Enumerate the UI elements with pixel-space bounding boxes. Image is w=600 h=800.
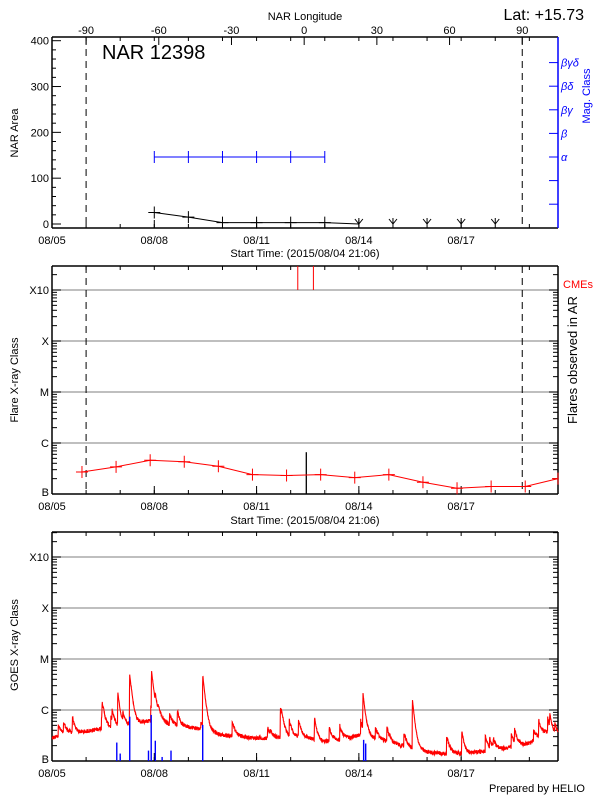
latitude-label: Lat: +15.73 (503, 7, 584, 24)
y-tick-label: 400 (31, 36, 49, 48)
y-tick-label: X (42, 603, 50, 615)
x-tick-label: 08/08 (141, 501, 169, 513)
panel1-xlabel: Start Time: (2015/08/04 21:06) (230, 248, 379, 260)
background-flux-marker (280, 469, 293, 482)
background-flux-marker (382, 468, 395, 481)
y-tick-label: B (42, 754, 49, 766)
mag-class-tick-label: βγδ (560, 58, 580, 70)
x-tick-label: 08/11 (243, 768, 270, 780)
x-tick-label: 08/08 (141, 235, 169, 247)
panel2-ylabel: Flare X-ray Class (9, 337, 21, 422)
longitude-tick-label: -60 (151, 25, 167, 37)
y-tick-label: 300 (31, 82, 49, 94)
background-flux-marker (75, 466, 88, 478)
x-tick-label: 08/17 (447, 501, 475, 513)
zero-area-marker (388, 218, 398, 225)
top-axis-label: NAR Longitude (268, 11, 343, 23)
area-point-marker (284, 216, 297, 229)
region-title: NAR 12398 (102, 42, 205, 64)
y-tick-label: C (41, 705, 49, 717)
area-point-marker (216, 216, 229, 229)
background-flux-marker (144, 454, 157, 467)
goes-flux-line (51, 671, 559, 757)
x-tick-label: 08/05 (38, 768, 66, 780)
y-tick-label: X10 (29, 285, 49, 297)
background-flux-marker (451, 482, 464, 495)
mag-class-label: Mag. Class (581, 68, 593, 124)
x-tick-label: 08/05 (38, 235, 66, 247)
mag-class-tick-label: βδ (560, 81, 574, 93)
mag-class-tick-label: α (561, 152, 568, 164)
y-tick-label: 100 (31, 173, 49, 185)
background-flux-marker (485, 480, 498, 493)
mag-class-tick-label: β (560, 128, 568, 140)
y-tick-label: M (40, 387, 49, 399)
area-line (154, 212, 325, 224)
background-flux-marker (348, 471, 361, 484)
area-point-marker (250, 216, 263, 229)
x-tick-label: 08/14 (345, 235, 373, 247)
background-flux-marker (314, 468, 327, 481)
longitude-tick-label: 0 (301, 25, 307, 37)
x-tick-label: 08/08 (141, 768, 169, 780)
x-tick-label: 08/11 (243, 501, 270, 513)
x-tick-label: 08/05 (38, 501, 66, 513)
prepared-by-credit: Prepared by HELIO (489, 783, 585, 795)
x-tick-label: 08/14 (345, 768, 373, 780)
panel2-xlabel: Start Time: (2015/08/04 21:06) (230, 515, 379, 527)
zero-area-marker (490, 218, 500, 225)
x-tick-label: 08/17 (447, 235, 475, 247)
y-tick-label: X (42, 336, 50, 348)
area-point-marker (148, 206, 161, 219)
zero-area-marker (456, 218, 466, 225)
background-flux-marker (552, 472, 559, 485)
background-flux-marker (212, 460, 225, 473)
background-flux-marker (416, 476, 429, 489)
x-tick-label: 08/17 (447, 768, 475, 780)
background-flux-marker (110, 460, 123, 473)
panel3-ylabel: GOES X-ray Class (9, 599, 21, 691)
area-point-marker (182, 211, 195, 224)
y-tick-label: 0 (43, 219, 49, 231)
y-tick-label: B (42, 487, 49, 499)
y-tick-label: M (40, 654, 49, 666)
longitude-tick-label: 30 (371, 25, 383, 37)
y-tick-label: 200 (31, 127, 49, 139)
x-tick-label: 08/14 (345, 501, 373, 513)
panel-nar-area: 0 100 200 300 400 -90 -60 -30 0 30 60 90 αβ βγ βδ βγδ 08… (31, 25, 580, 247)
longitude-tick-label: -30 (224, 25, 240, 37)
longitude-tick-label: 60 (443, 25, 455, 37)
cme-label: CMEs (563, 279, 593, 291)
zero-area-marker (354, 218, 364, 225)
background-flux-marker (246, 468, 259, 481)
y-tick-label: X10 (29, 552, 49, 564)
y-tick-label: C (41, 438, 49, 450)
zero-area-marker (422, 218, 432, 225)
area-line-segment (324, 222, 359, 225)
panel-flare-class: B C M X X10 08/05 08/08 08/11 08/14 08/17 (29, 265, 559, 513)
panel2-right-label: Flares observed in AR (565, 296, 580, 424)
panel1-ylabel: NAR Area (9, 108, 21, 158)
panel-goes-xray: B C M X X10 08/05 08/08 08/11 08/14 08/17 (29, 531, 559, 780)
background-flux-marker (519, 480, 532, 493)
x-tick-label: 08/11 (243, 235, 270, 247)
mag-class-tick-label: βγ (560, 105, 574, 117)
longitude-tick-label: 90 (516, 25, 528, 37)
background-flux-marker (178, 455, 191, 468)
longitude-tick-label: -90 (78, 25, 94, 37)
